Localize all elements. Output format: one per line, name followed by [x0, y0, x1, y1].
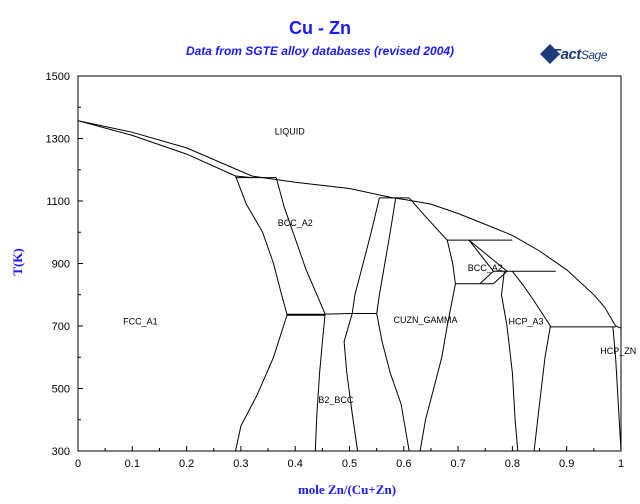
phase-boundary-eps-left [500, 271, 519, 452]
x-tick-label: 0.3 [233, 458, 248, 470]
phase-label: HCP_A3 [508, 316, 543, 326]
x-tick-label: 0 [75, 458, 81, 470]
phase-label: BCC_A2 [468, 263, 503, 273]
chart-subtitle: Data from SGTE alloy databases (revised … [185, 44, 455, 58]
phase-boundaries [77, 120, 622, 452]
y-tick-label: 500 [52, 384, 70, 396]
y-tick-label: 700 [52, 321, 70, 333]
chart-title: Cu - Zn [289, 18, 351, 38]
phase-label: FCC_A1 [123, 316, 158, 326]
phase-boundary-eta-solvus [612, 326, 622, 452]
phase-boundary-delta-lower [479, 270, 505, 285]
x-tick-label: 0.1 [125, 458, 140, 470]
factsage-logo: FactSage [538, 40, 630, 70]
logo-text-fact: Fact [552, 46, 581, 63]
phase-boundary-b2-order [325, 313, 377, 315]
x-tick-label: 0.6 [396, 458, 411, 470]
x-tick-label: 0.8 [505, 458, 520, 470]
logo-text-sage: Sage [580, 48, 608, 62]
x-axis-label: mole Zn/(Cu+Zn) [298, 482, 396, 497]
x-tick-label: 0.4 [288, 458, 303, 470]
y-tick-label: 1500 [46, 71, 70, 83]
y-axis-label: T(K) [10, 248, 25, 275]
y-tick-label: 1100 [46, 196, 70, 208]
x-tick-label: 0.2 [179, 458, 194, 470]
y-tick-label: 900 [52, 259, 70, 271]
x-tick-label: 0.9 [559, 458, 574, 470]
phase-boundary-solidus-fcc [77, 120, 252, 179]
x-tick-label: 0.5 [342, 458, 357, 470]
y-axis: 300 500 700 900 1100 1300 1500 [46, 71, 83, 458]
x-axis: 0 0.1 0.2 0.3 0.4 0.5 0.6 0.7 0.8 0.9 1 [75, 446, 624, 470]
phase-label: HCP_ZN [600, 346, 636, 356]
phase-label: CUZN_GAMMA [394, 315, 458, 325]
phase-label: BCC_A2 [278, 218, 313, 228]
phase-boundary-bcc-right [343, 197, 380, 452]
phase-labels: LIQUID BCC_A2 BCC_A2 FCC_A1 CUZN_GAMMA HCP_A3… [123, 127, 636, 405]
phase-label: B2_BCC [318, 395, 354, 405]
phase-boundary-gamma-left [376, 197, 410, 452]
phase-boundary-fcc-solvus [235, 175, 288, 452]
factsage-logo-icon [540, 44, 560, 64]
x-tick-label: 0.7 [450, 458, 465, 470]
y-tick-label: 1300 [46, 134, 70, 146]
phase-boundary-eps-right [512, 270, 551, 452]
phase-boundary-bcc-left [275, 177, 326, 452]
x-tick-label: 1 [618, 458, 624, 470]
phase-label: LIQUID [275, 127, 306, 137]
y-tick-label: 300 [52, 446, 70, 458]
phase-boundary-delta-tie [468, 239, 494, 272]
phase-boundary-liquidus [77, 120, 622, 329]
phase-boundary-gamma-right [408, 197, 456, 452]
